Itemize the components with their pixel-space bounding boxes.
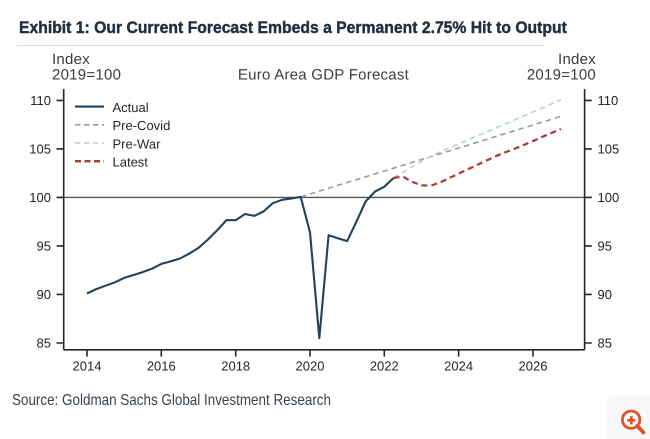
svg-text:90: 90 [598,287,612,302]
svg-text:100: 100 [29,190,51,205]
svg-text:Pre-Covid: Pre-Covid [113,118,171,133]
svg-text:85: 85 [598,336,612,351]
svg-text:2024: 2024 [444,358,473,373]
svg-text:85: 85 [37,336,51,351]
svg-text:2014: 2014 [73,358,102,373]
svg-text:2018: 2018 [221,358,250,373]
svg-text:2026: 2026 [519,358,548,373]
svg-text:Latest: Latest [113,155,149,170]
svg-text:Euro Area GDP Forecast: Euro Area GDP Forecast [238,67,410,84]
svg-text:110: 110 [598,93,619,108]
svg-text:Index: Index [52,51,90,68]
svg-text:95: 95 [598,239,612,254]
svg-text:105: 105 [29,142,51,157]
svg-text:2022: 2022 [370,358,399,373]
svg-text:2020: 2020 [296,358,325,373]
svg-text:2019=100: 2019=100 [52,67,121,84]
svg-text:Actual: Actual [113,100,149,115]
svg-text:110: 110 [30,93,51,108]
svg-text:90: 90 [37,287,51,302]
svg-text:100: 100 [598,190,620,205]
svg-text:Pre-War: Pre-War [113,136,162,151]
svg-text:Index: Index [558,51,596,68]
svg-text:95: 95 [37,239,51,254]
svg-text:105: 105 [598,142,620,157]
svg-text:2016: 2016 [147,358,176,373]
svg-text:2019=100: 2019=100 [527,67,596,84]
